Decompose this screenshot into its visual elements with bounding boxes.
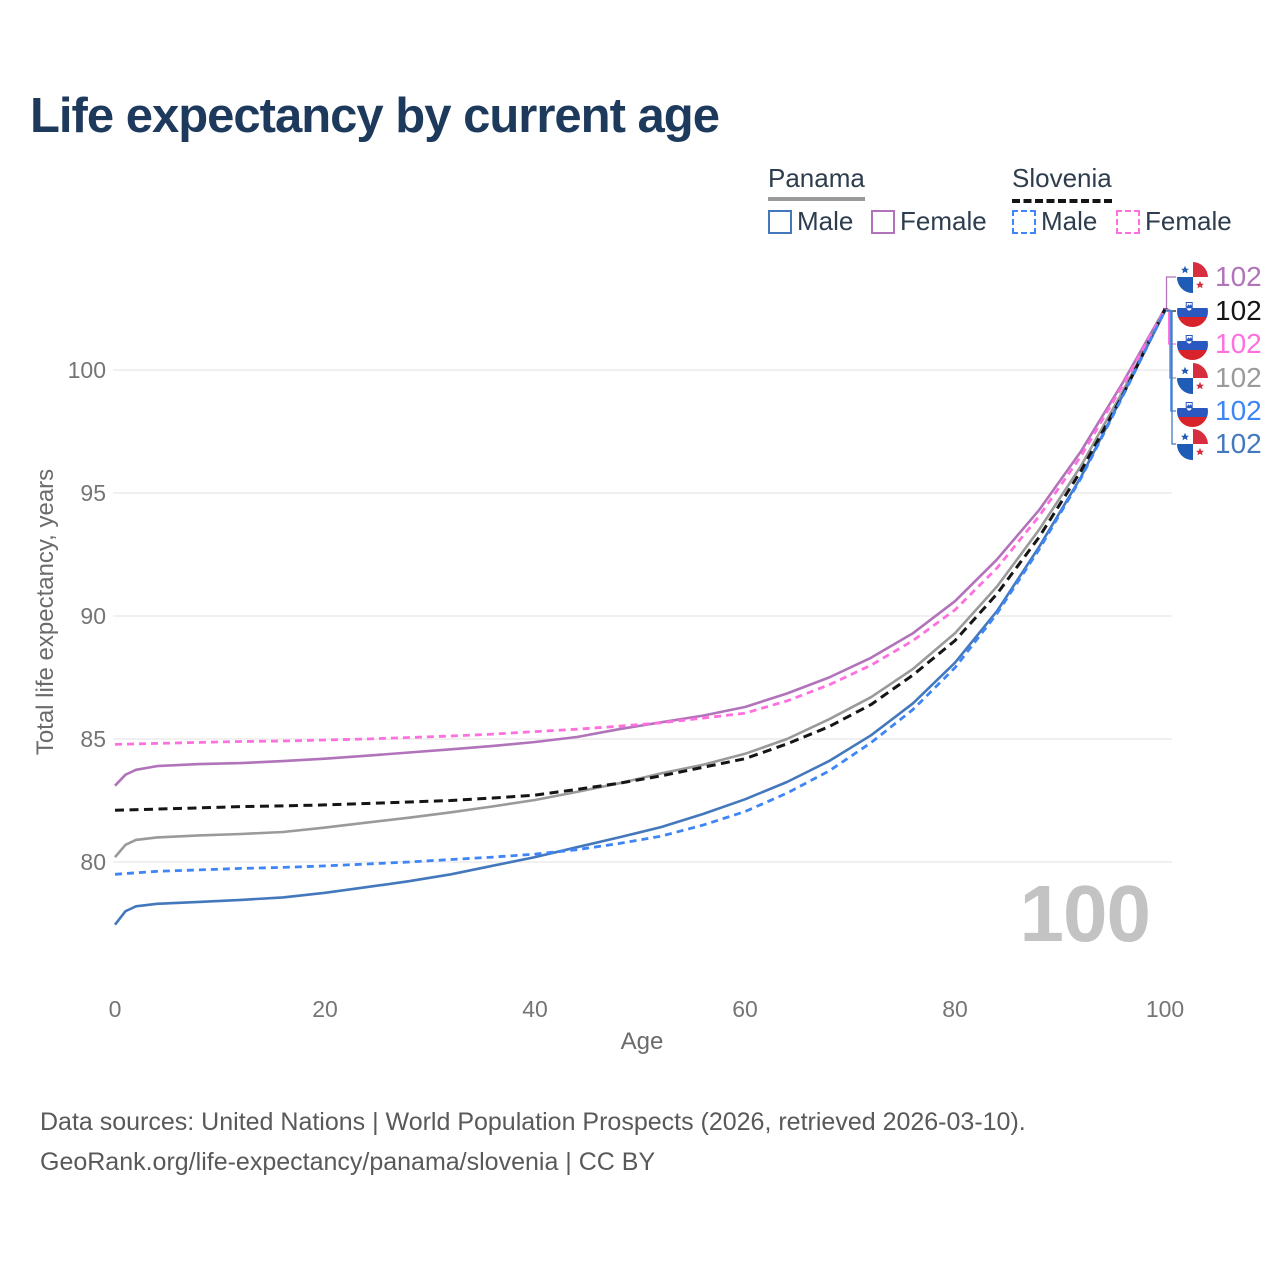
legend-panama-linekey (768, 197, 865, 201)
panama-male-swatch-icon (768, 209, 792, 234)
legend-slovenia-linekey (1012, 199, 1112, 203)
legend-item-panama-female[interactable]: Female (871, 206, 987, 237)
legend-group-slovenia[interactable]: Slovenia (1012, 163, 1112, 203)
x-tick-label: 60 (732, 996, 758, 1022)
age-frame-watermark: 100 (1019, 869, 1151, 958)
legend-slovenia-label: Slovenia (1012, 163, 1112, 193)
end-value: 102 (1215, 328, 1262, 359)
slovenia-female-swatch-icon (1116, 209, 1140, 234)
legend-item-panama-male[interactable]: Male (768, 206, 853, 237)
panama-flag-icon (1177, 261, 1208, 293)
x-tick-label: 80 (942, 996, 968, 1022)
legend-slovenia-male-label: Male (1041, 206, 1098, 236)
legend-slovenia-female-label: Female (1145, 206, 1232, 236)
x-tick-label: 20 (312, 996, 338, 1022)
panama-female-swatch-icon (871, 209, 895, 234)
end-value: 102 (1215, 295, 1262, 326)
attribution-note: GeoRank.org/life-expectancy/panama/slove… (40, 1148, 656, 1176)
panama-flag-icon (1177, 362, 1208, 394)
series-line-panama-female (114, 307, 1167, 787)
end-value: 102 (1215, 395, 1262, 426)
end-label-slovenia-male: 102 (1177, 395, 1262, 427)
data-sources-note: Data sources: United Nations | World Pop… (40, 1108, 1026, 1136)
series-line-slovenia-male (114, 309, 1167, 876)
series-line-panama-total (114, 309, 1167, 858)
leader-line-panama-female (1163, 276, 1176, 310)
end-label-panama-female: 102 (1177, 261, 1262, 293)
end-value: 102 (1215, 261, 1262, 292)
panama-flag-icon (1177, 428, 1208, 460)
series-line-slovenia-total (114, 308, 1167, 812)
x-tick-label: 100 (1145, 996, 1185, 1022)
slovenia-flag-icon (1177, 328, 1208, 360)
end-label-panama-male: 102 (1177, 428, 1262, 460)
slovenia-flag-icon (1177, 395, 1208, 427)
end-value: 102 (1215, 362, 1262, 393)
legend-panama-label: Panama (768, 163, 865, 193)
leader-line-panama-male (1163, 310, 1176, 445)
y-tick-label: 85 (80, 726, 106, 752)
x-axis-title: Age (620, 1028, 664, 1055)
legend-panama-male-label: Male (797, 206, 854, 236)
series-line-panama-male (113, 310, 1167, 926)
slovenia-male-swatch-icon (1012, 209, 1036, 234)
end-label-slovenia-female: 102 (1177, 328, 1262, 360)
end-value: 102 (1215, 428, 1262, 459)
y-tick-label: 95 (80, 480, 106, 506)
legend-item-slovenia-male[interactable]: Male (1012, 206, 1097, 237)
x-tick-label: 40 (522, 996, 548, 1022)
legend-group-panama[interactable]: Panama (768, 163, 865, 201)
series-line-slovenia-female (114, 308, 1167, 746)
x-tick-label: 0 (108, 996, 122, 1022)
y-tick-label: 80 (80, 849, 106, 875)
legend-item-slovenia-female[interactable]: Female (1116, 206, 1232, 237)
end-label-panama-total: 102 (1177, 362, 1262, 394)
legend-panama-female-label: Female (900, 206, 987, 236)
page-title: Life expectancy by current age (30, 89, 720, 143)
end-label-slovenia-total: 102 (1177, 295, 1262, 327)
slovenia-flag-icon (1177, 295, 1208, 327)
y-tick-label: 90 (80, 603, 106, 629)
y-tick-label: 100 (67, 357, 106, 383)
